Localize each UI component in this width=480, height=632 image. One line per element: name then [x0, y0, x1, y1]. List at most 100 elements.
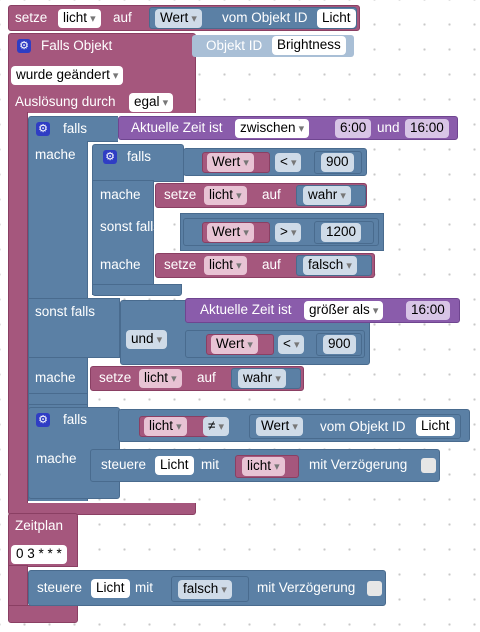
variable-dropdown[interactable]: licht — [144, 417, 187, 436]
gear-icon[interactable]: ⚙ — [17, 39, 31, 53]
time-op-dropdown[interactable]: zwischen — [235, 119, 310, 138]
get-value-block[interactable]: Wert vom Objekt ID Licht — [249, 414, 461, 439]
value-dropdown[interactable]: Wert — [207, 223, 254, 242]
gear-icon[interactable]: ⚙ — [36, 122, 50, 136]
bool-block[interactable]: wahr — [296, 185, 366, 206]
setze-label: setze — [15, 10, 48, 25]
variable-block[interactable]: licht — [139, 416, 209, 437]
object-id-field[interactable]: Licht — [317, 9, 356, 28]
falls-label: falls — [127, 149, 152, 164]
variable-dropdown[interactable]: licht — [204, 186, 247, 205]
compare-block[interactable]: Wert > 1200 — [183, 218, 379, 246]
variable-dropdown[interactable]: licht — [242, 457, 285, 476]
mache-label: mache — [36, 451, 77, 466]
compare-block[interactable]: Wert < 900 — [183, 148, 367, 176]
variable-dropdown[interactable]: licht — [58, 9, 101, 28]
setze-label: setze — [164, 187, 197, 202]
trigger-block[interactable]: ⚙ Falls Objekt wurde geändert Auslösung … — [8, 33, 196, 113]
object-id-field[interactable]: Licht — [416, 417, 455, 436]
cron-field[interactable]: 0 3 * * * — [11, 545, 67, 564]
get-value-block[interactable]: Wert vom Objekt ID Licht — [149, 7, 357, 29]
time-value-field[interactable]: 16:00 — [406, 301, 450, 320]
control-block[interactable]: steuere Licht mit falsch mit Verzögerung — [28, 570, 386, 606]
ausloesung-label: Auslösung durch — [15, 94, 116, 109]
time-label: Aktuelle Zeit ist — [131, 120, 223, 135]
set-variable-block[interactable]: setze licht auf falsch — [155, 253, 375, 278]
changed-dropdown[interactable]: wurde geändert — [11, 66, 124, 85]
operator-dropdown[interactable]: > — [275, 223, 302, 242]
time-label: Aktuelle Zeit ist — [200, 302, 292, 317]
schedule-footer — [8, 605, 78, 623]
vom-objekt-label: vom Objekt ID — [320, 419, 406, 434]
value-block[interactable]: Wert — [202, 152, 270, 173]
number-block[interactable]: 900 — [314, 151, 362, 174]
schedule-block[interactable]: Zeitplan 0 3 * * * — [8, 513, 78, 567]
bool-dropdown[interactable]: wahr — [238, 369, 286, 388]
if-rail-inner — [92, 180, 154, 295]
operator-dropdown[interactable]: < — [275, 153, 302, 172]
variable-dropdown[interactable]: licht — [139, 369, 182, 388]
time-op-dropdown[interactable]: größer als — [304, 301, 384, 320]
falls-label: falls — [63, 121, 88, 136]
logic-op-dropdown[interactable]: und — [126, 330, 168, 349]
gear-icon[interactable]: ⚙ — [36, 413, 50, 427]
number-field[interactable]: 900 — [321, 153, 354, 172]
auf-label: auf — [113, 10, 132, 25]
set-variable-block[interactable]: setze licht auf wahr — [90, 366, 304, 391]
number-block[interactable]: 900 — [316, 333, 362, 356]
steuere-label: steuere — [101, 457, 147, 472]
object-id-field[interactable]: Licht — [155, 456, 194, 475]
operator-dropdown[interactable]: < — [278, 335, 305, 354]
control-block[interactable]: steuere Licht mit licht mit Verzögerung — [90, 449, 440, 482]
delay-label: mit Verzögerung — [257, 580, 356, 595]
bool-block[interactable]: falsch — [296, 255, 372, 276]
set-variable-block[interactable]: setze licht auf Wert vom Objekt ID Licht — [8, 5, 360, 31]
compare-block[interactable]: Wert < 900 — [185, 330, 365, 358]
neq-block[interactable]: licht ≠ Wert vom Objekt ID Licht — [118, 409, 470, 442]
variable-dropdown[interactable]: licht — [204, 256, 247, 275]
objekt-id-value[interactable]: Brightness — [272, 36, 346, 55]
ausloesung-dropdown[interactable]: egal — [129, 93, 174, 112]
time-start-field[interactable]: 6:00 — [335, 119, 372, 138]
if-block-inner[interactable]: ⚙ falls — [92, 144, 184, 182]
delay-checkbox[interactable] — [367, 581, 382, 596]
gear-icon[interactable]: ⚙ — [103, 150, 117, 164]
variable-block[interactable]: licht — [235, 455, 299, 478]
mit-label: mit — [135, 580, 153, 595]
time-greater-block[interactable]: Aktuelle Zeit ist größer als 16:00 — [185, 298, 460, 323]
number-block[interactable]: 1200 — [314, 221, 374, 244]
bool-block[interactable]: falsch — [171, 576, 249, 602]
if-sonst-row — [28, 298, 120, 358]
set-variable-block[interactable]: setze licht auf wahr — [155, 183, 367, 208]
time-end-field[interactable]: 16:00 — [405, 119, 449, 138]
object-id-input-block[interactable]: Objekt ID Brightness — [192, 35, 354, 57]
value-dropdown[interactable]: Wert — [207, 153, 254, 172]
value-field-dropdown[interactable]: Wert — [256, 417, 303, 436]
object-id-field[interactable]: Licht — [91, 579, 130, 598]
value-dropdown[interactable]: Wert — [211, 335, 258, 354]
number-field[interactable]: 900 — [323, 335, 356, 354]
number-field[interactable]: 1200 — [321, 223, 362, 242]
time-between-block[interactable]: Aktuelle Zeit ist zwischen 6:00 und 16:0… — [118, 116, 458, 140]
operator-dropdown[interactable]: ≠ — [203, 417, 229, 436]
value-block[interactable]: Wert — [206, 334, 274, 355]
falls-label: falls — [63, 412, 88, 427]
if-footer-inner — [92, 284, 182, 296]
delay-checkbox[interactable] — [421, 458, 436, 473]
bool-dropdown[interactable]: falsch — [178, 580, 232, 599]
sonst-falls-label: sonst falls — [35, 304, 96, 319]
bool-block[interactable]: wahr — [231, 368, 301, 389]
zeitplan-label: Zeitplan — [15, 518, 64, 533]
delay-label: mit Verzögerung — [309, 457, 408, 472]
bool-dropdown[interactable]: falsch — [303, 256, 357, 275]
value-block[interactable]: Wert — [202, 222, 270, 243]
mache-label: mache — [100, 187, 141, 202]
falls-objekt-label: Falls Objekt — [41, 38, 113, 53]
value-field-dropdown[interactable]: Wert — [155, 9, 202, 28]
auf-label: auf — [262, 187, 281, 202]
mit-label: mit — [201, 457, 219, 472]
if-block-main[interactable]: ⚙ falls — [28, 116, 118, 142]
mache-label: mache — [35, 147, 76, 162]
mache-label: mache — [100, 257, 141, 272]
bool-dropdown[interactable]: wahr — [303, 186, 351, 205]
